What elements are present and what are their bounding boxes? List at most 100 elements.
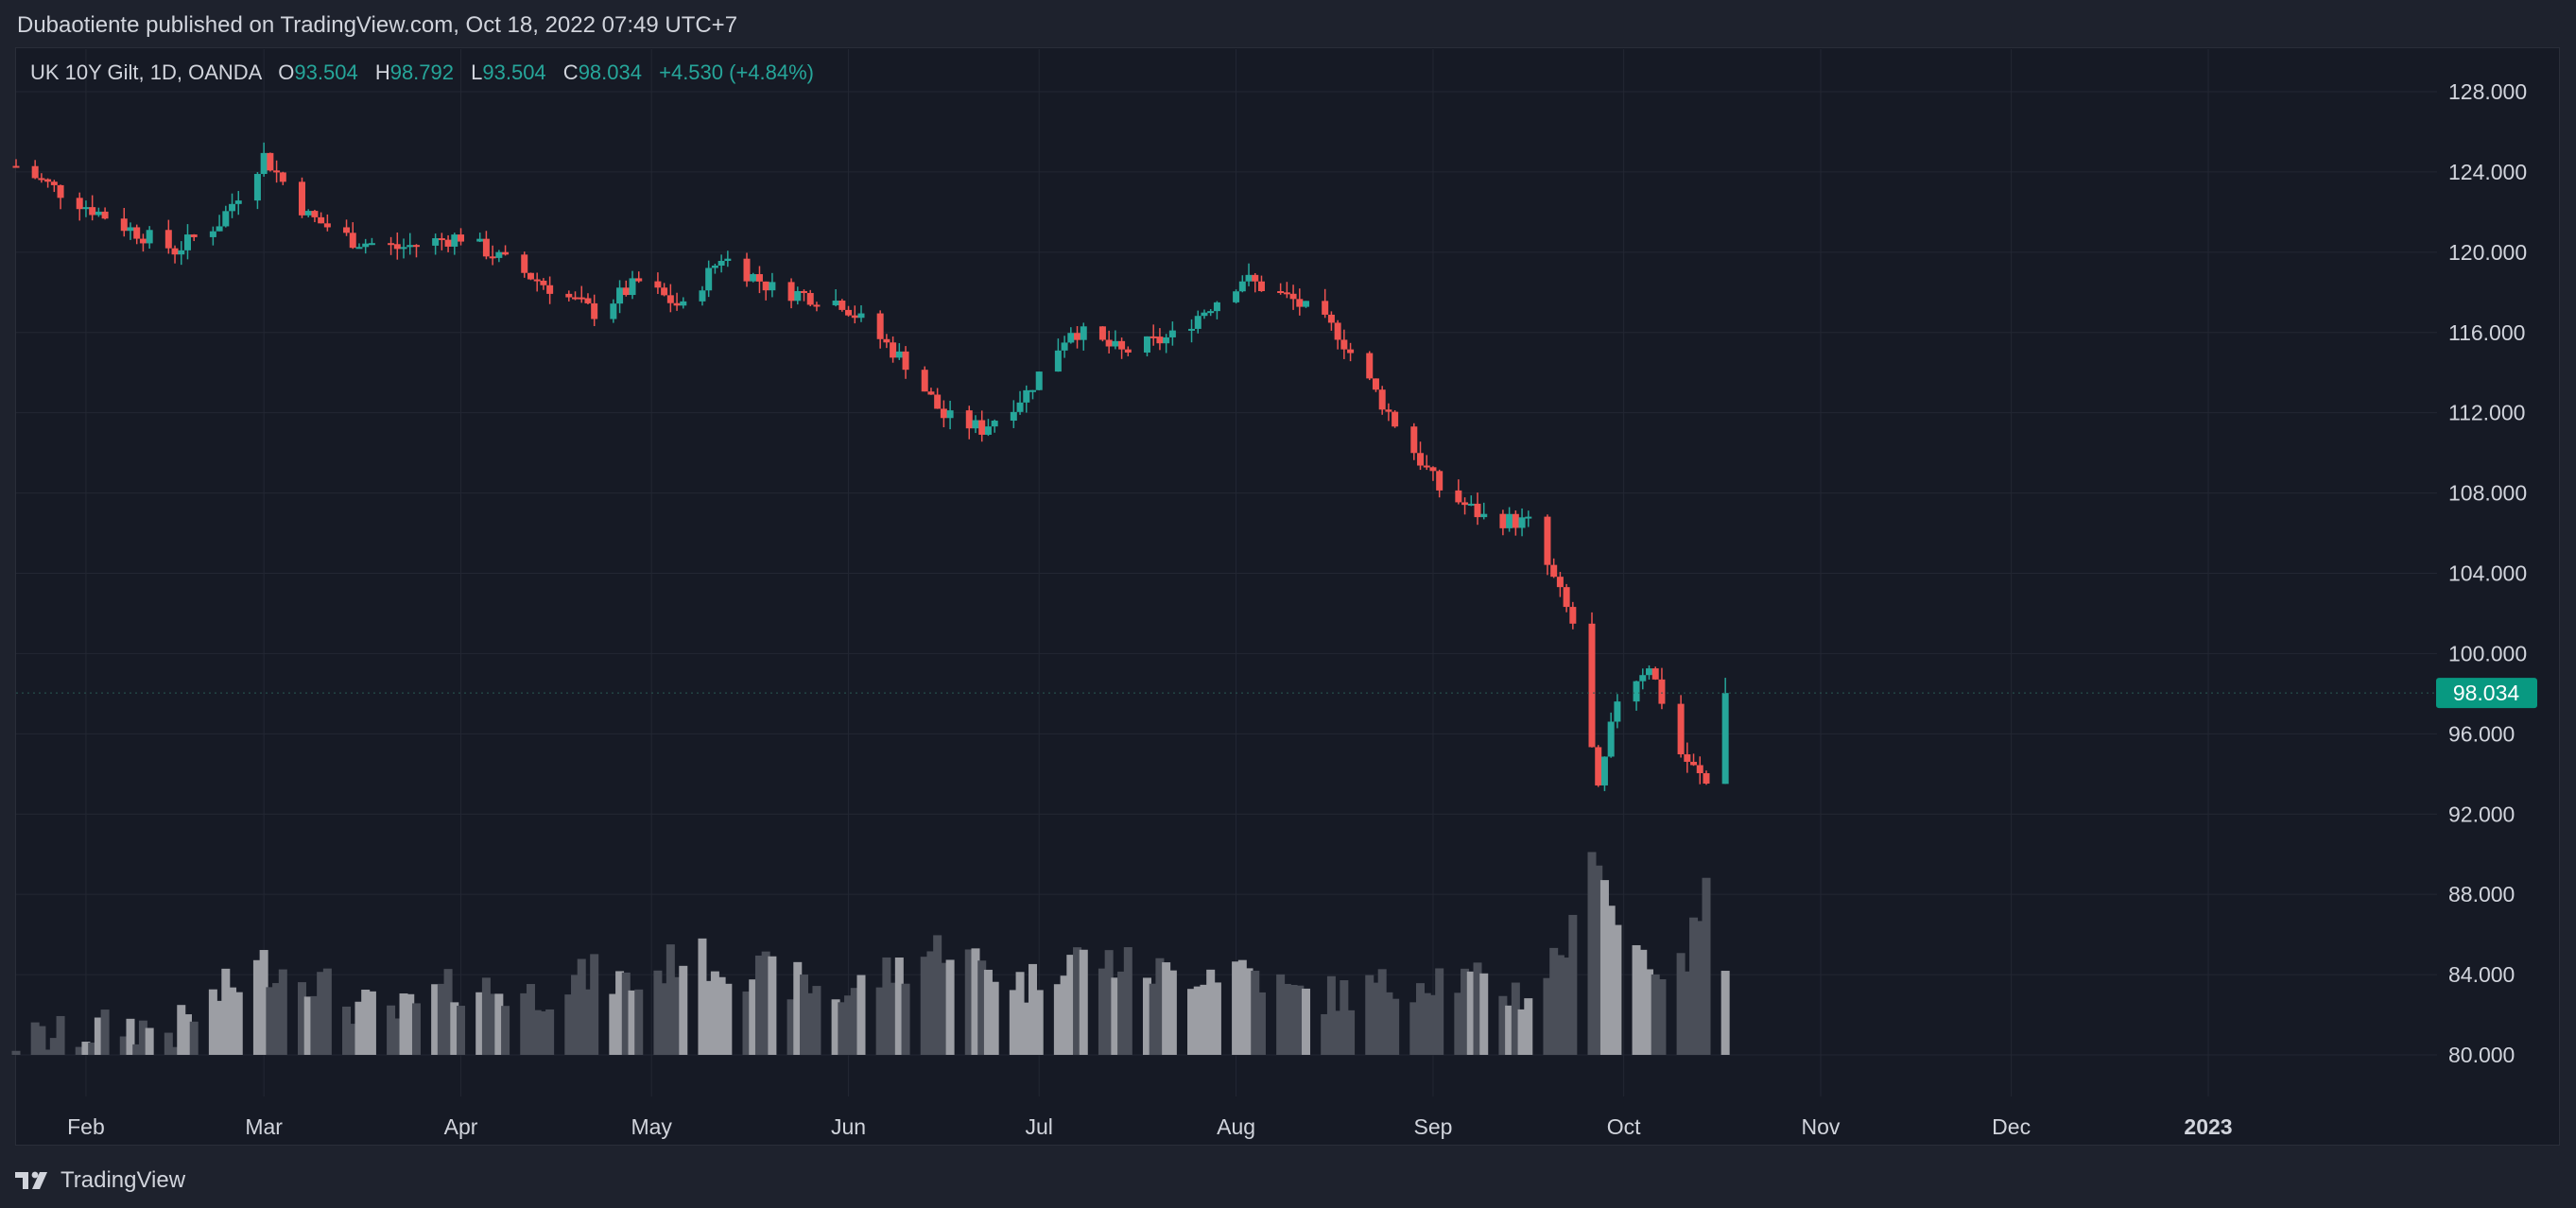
candle-body — [616, 287, 624, 304]
volume-bar — [399, 992, 408, 1055]
volume-bar — [1473, 962, 1482, 1055]
candle-body — [1163, 337, 1170, 344]
volume-bar — [990, 981, 999, 1055]
volume-bar — [1562, 958, 1571, 1055]
chart-pane[interactable] — [15, 47, 2560, 1146]
volume-bar — [621, 972, 631, 1055]
candle-body — [1080, 326, 1087, 340]
volume-bar — [1466, 971, 1476, 1055]
candle-body — [610, 303, 617, 319]
volume-bar — [494, 993, 504, 1055]
candle-body — [902, 351, 909, 371]
volume-bar — [838, 1002, 847, 1055]
candle-body — [216, 226, 223, 232]
candle-body — [1684, 754, 1691, 762]
x-tick-label: Nov — [1802, 1114, 1841, 1139]
candle-body — [622, 287, 630, 296]
volume-bar — [1326, 975, 1336, 1055]
candle-body — [44, 179, 52, 182]
y-tick-label: 100.000 — [2448, 641, 2527, 665]
candle-body — [388, 243, 395, 246]
volume-bar — [1657, 978, 1667, 1055]
volume-bar — [1505, 1005, 1514, 1055]
volume-bar — [1377, 969, 1387, 1055]
candle-body — [1156, 337, 1164, 344]
candle-body — [1207, 311, 1215, 314]
volume-bar — [1193, 986, 1202, 1055]
y-tick-label: 108.000 — [2448, 481, 2527, 506]
candle-body — [832, 301, 839, 305]
volume-bar — [1149, 983, 1158, 1055]
candle-body — [1651, 668, 1659, 680]
volume-bar — [481, 977, 491, 1055]
candle-body — [260, 152, 268, 175]
candle-body — [323, 223, 331, 228]
volume-bar — [303, 996, 313, 1055]
volume-bar — [1206, 969, 1216, 1055]
candle-body — [521, 254, 528, 273]
candle-body — [482, 238, 490, 257]
volume-bar — [844, 995, 854, 1055]
volume-bar — [1167, 970, 1177, 1055]
candle-body — [1480, 513, 1488, 518]
volume-bar — [926, 951, 936, 1055]
x-tick-label: Jul — [1026, 1114, 1053, 1139]
candle-body — [946, 410, 954, 419]
volume-bar — [119, 1036, 129, 1055]
top-bar: Dubaotiente published on TradingView.com… — [0, 0, 2576, 49]
volume-bar — [920, 957, 929, 1055]
x-tick-label: Oct — [1607, 1114, 1641, 1139]
volume-bar — [964, 949, 974, 1055]
candle-body — [1150, 336, 1157, 338]
candle-body — [1378, 389, 1386, 410]
volume-bar — [615, 971, 625, 1055]
volume-bar — [1015, 972, 1025, 1055]
volume-bar — [437, 983, 446, 1055]
candle-body — [1334, 322, 1341, 340]
candle-body — [533, 279, 541, 282]
volume-bar — [1606, 906, 1616, 1055]
volume-bar — [1638, 949, 1648, 1055]
candle-body — [934, 394, 942, 409]
open-value: 93.504 — [294, 60, 358, 84]
candle-body — [1658, 679, 1666, 704]
candle-body — [1213, 302, 1220, 312]
volume-bar — [37, 1026, 46, 1055]
candle-body — [1721, 693, 1729, 785]
volume-bar — [228, 987, 237, 1055]
candle-body — [1296, 299, 1304, 307]
low-label: L — [471, 60, 483, 84]
volume-bar — [1022, 1002, 1031, 1055]
volume-bar — [1409, 1002, 1419, 1055]
volume-bar — [660, 983, 669, 1055]
volume-bar — [145, 1027, 154, 1055]
open-label: O — [278, 60, 295, 84]
volume-bar — [457, 1006, 466, 1055]
volume-bar — [1256, 992, 1266, 1055]
footer-brand[interactable]: TradingView — [61, 1167, 186, 1193]
candle-body — [1168, 330, 1176, 337]
candle-body — [133, 227, 141, 239]
y-tick-label: 92.000 — [2448, 802, 2515, 826]
candle-body — [654, 281, 662, 288]
candle-body — [717, 260, 725, 266]
volume-bar — [1599, 880, 1609, 1055]
close-label: C — [562, 60, 579, 84]
candle-body — [1385, 409, 1392, 412]
candle-body — [279, 172, 286, 182]
candle-body — [1461, 502, 1469, 506]
candle-body — [1327, 314, 1335, 323]
volume-bar — [1117, 971, 1127, 1055]
volume-bar — [768, 956, 777, 1055]
candle-body — [591, 302, 598, 319]
volume-bar — [609, 993, 618, 1055]
volume-bar — [259, 950, 268, 1055]
candle-body — [355, 247, 363, 250]
volume-bar — [1028, 963, 1037, 1055]
volume-bar — [75, 1046, 84, 1055]
candle-body — [1423, 465, 1430, 468]
volume-bar — [1568, 914, 1578, 1055]
candle-body — [57, 184, 64, 198]
volume-bar — [1689, 917, 1699, 1055]
